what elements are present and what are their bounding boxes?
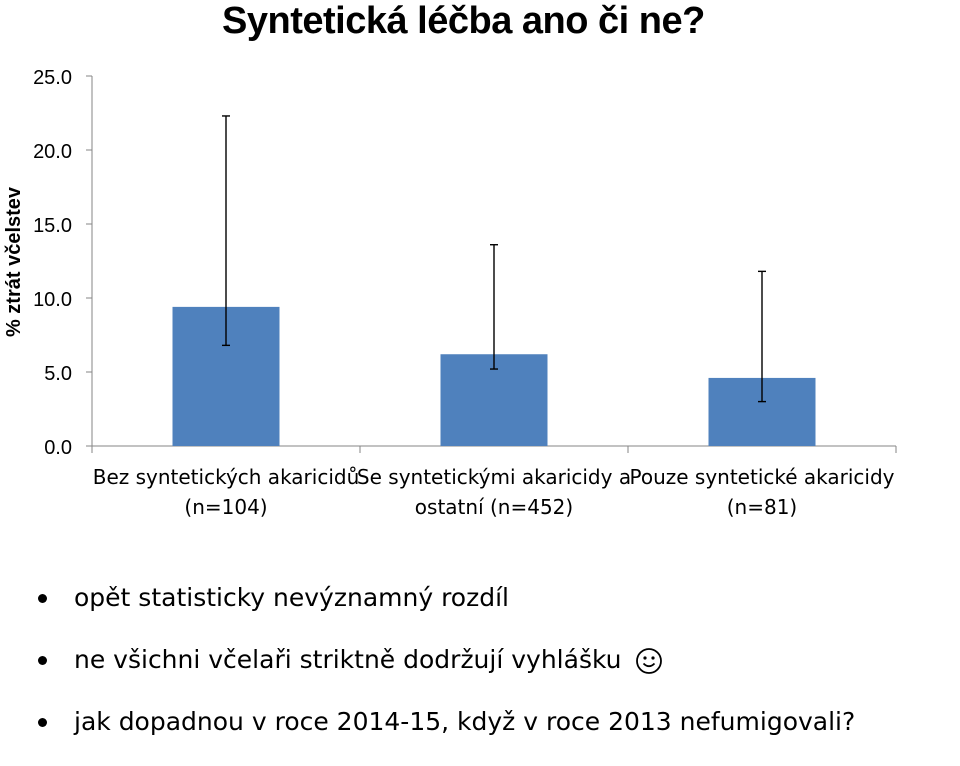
bullet-item: opět statisticky nevýznamný rozdíl (38, 580, 855, 642)
bullet-item: jak dopadnou v roce 2014-15, když v roce… (38, 704, 855, 766)
slide-title: Syntetická léčba ano či ne? (222, 0, 705, 42)
x-category-label: (n=104) (184, 495, 267, 519)
y-axis-label: % ztrát včelstev (3, 186, 25, 337)
y-tick-label: 15.0 (33, 215, 72, 237)
bar-chart: 0.0 5.0 10.0 15.0 20.0 25.0 % ztrát včelstev Be… (3, 67, 897, 519)
y-tick-label: 0.0 (44, 437, 72, 459)
x-category-label: (n=81) (727, 495, 798, 519)
y-tick-label: 20.0 (33, 141, 72, 163)
bullet-item: ne všichni včelaři striktně dodržují vyh… (38, 642, 855, 704)
y-tick-label: 25.0 (33, 67, 72, 89)
bullet-dot-icon (38, 656, 47, 665)
bullet-dot-icon (38, 718, 47, 727)
bullet-text: opět statisticky nevýznamný rozdíl (74, 583, 509, 612)
x-category-label: Pouze syntetické akaricidy (629, 465, 894, 489)
bullet-text: jak dopadnou v roce 2014-15, když v roce… (74, 707, 856, 736)
bullet-dot-icon (38, 594, 47, 603)
bullet-text: ne všichni včelaři striktně dodržují vyh… (74, 645, 622, 674)
y-tick-label: 10.0 (33, 289, 72, 311)
bullet-list: opět statisticky nevýznamný rozdíl ne vš… (38, 580, 855, 766)
x-category-label: ostatní (n=452) (415, 495, 573, 519)
x-category-label: Se syntetickými akaricidy a (357, 465, 631, 489)
y-tick-label: 5.0 (44, 363, 72, 385)
x-category-label: Bez syntetických akaricidů (93, 465, 360, 489)
smiley-icon (636, 648, 663, 674)
